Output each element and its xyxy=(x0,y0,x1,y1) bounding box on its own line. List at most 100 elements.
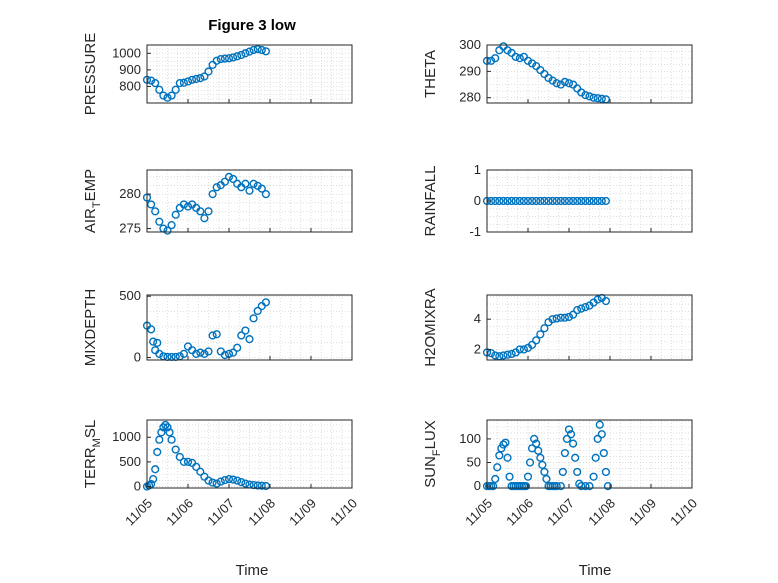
data-point xyxy=(163,423,172,432)
data-point xyxy=(175,452,184,462)
data-point xyxy=(212,56,221,65)
y-tick-label: 0 xyxy=(134,350,141,365)
data-point xyxy=(495,196,504,206)
y-tick-label: 4 xyxy=(474,311,481,326)
data-point xyxy=(179,78,189,87)
axes-box xyxy=(146,44,353,104)
subplot-air-temp: 275 280 AIRTEMP xyxy=(82,169,353,236)
subplot-rainfall: -1 0 1 RAINFALL xyxy=(422,162,693,239)
data-point xyxy=(511,196,520,206)
data-point xyxy=(487,56,496,65)
data-point xyxy=(573,306,582,315)
data-point xyxy=(149,337,158,346)
data-point xyxy=(597,94,606,103)
x-tick-label: 11/10 xyxy=(667,496,700,529)
y-tick-label: 50 xyxy=(467,455,481,470)
data-point xyxy=(503,350,512,359)
data-point xyxy=(212,330,221,339)
data-point xyxy=(257,45,266,55)
data-point xyxy=(163,93,172,102)
data-point xyxy=(200,214,209,223)
data-point xyxy=(519,345,529,354)
data-point xyxy=(165,428,174,437)
data-point xyxy=(527,59,537,68)
y-tick-label: 900 xyxy=(119,62,141,77)
y-axis-label: SUNFLUX xyxy=(422,420,443,488)
data-point xyxy=(200,349,209,358)
y-axis-label: H2OMIXRA xyxy=(422,288,439,366)
subplot-mixdepth: 0 500 MIXDEPTH xyxy=(82,288,353,367)
data-point xyxy=(192,349,201,358)
data-point xyxy=(585,482,594,491)
y-tick-label: 0 xyxy=(474,193,481,208)
data-point xyxy=(224,54,234,63)
axes-box xyxy=(486,44,693,104)
data-point xyxy=(204,207,213,216)
data-point xyxy=(155,435,164,444)
y-tick-label: -1 xyxy=(469,224,481,239)
data-point xyxy=(241,179,250,188)
data-point xyxy=(229,53,238,62)
data-point xyxy=(603,482,613,491)
data-point xyxy=(245,335,254,344)
data-point xyxy=(491,196,500,206)
data-point xyxy=(560,77,570,87)
data-point xyxy=(147,479,156,489)
data-point xyxy=(552,482,561,491)
data-point xyxy=(491,474,500,484)
axes-box xyxy=(486,419,693,489)
data-point xyxy=(208,478,217,487)
data-point xyxy=(540,324,549,333)
y-axis-label: TERRMSL xyxy=(82,420,103,488)
data-point xyxy=(493,463,502,472)
data-point xyxy=(155,85,164,94)
data-point xyxy=(568,439,578,448)
data-point xyxy=(261,47,271,56)
data-point xyxy=(532,439,541,448)
data-point xyxy=(196,348,205,357)
data-point xyxy=(149,475,158,484)
data-point xyxy=(208,331,217,340)
data-point xyxy=(216,477,225,486)
data-point xyxy=(556,313,565,322)
data-point xyxy=(245,186,254,195)
data-point xyxy=(257,481,266,490)
data-point xyxy=(249,179,258,188)
data-point xyxy=(159,423,168,432)
data-point xyxy=(491,54,500,63)
figure-title: Figure 3 low xyxy=(208,17,296,34)
data-point xyxy=(544,196,553,206)
y-tick-label: 0 xyxy=(134,479,141,494)
data-point xyxy=(196,207,205,216)
y-tick-label: 280 xyxy=(459,90,481,105)
data-point xyxy=(245,47,254,56)
data-point xyxy=(597,430,606,439)
y-tick-label: 500 xyxy=(119,288,141,303)
data-point xyxy=(525,458,535,467)
data-point xyxy=(501,438,510,447)
data-point xyxy=(573,196,582,206)
data-point xyxy=(601,196,611,206)
data-point xyxy=(183,202,193,211)
data-point xyxy=(552,79,561,88)
data-point xyxy=(593,434,602,443)
data-point xyxy=(523,472,533,481)
data-point xyxy=(560,196,570,206)
y-axis-label: MIXDEPTH xyxy=(82,289,99,367)
data-point xyxy=(536,196,545,206)
data-point xyxy=(208,60,217,69)
data-point xyxy=(597,196,606,206)
data-point xyxy=(564,312,574,322)
data-point xyxy=(511,52,520,61)
data-point xyxy=(144,481,154,490)
data-point xyxy=(593,94,602,103)
data-point xyxy=(183,457,193,466)
data-point xyxy=(171,445,180,454)
data-point xyxy=(241,326,250,335)
data-point xyxy=(233,52,242,61)
data-point xyxy=(167,91,176,100)
data-point xyxy=(544,73,553,83)
data-point xyxy=(556,80,565,89)
data-point xyxy=(556,196,565,206)
